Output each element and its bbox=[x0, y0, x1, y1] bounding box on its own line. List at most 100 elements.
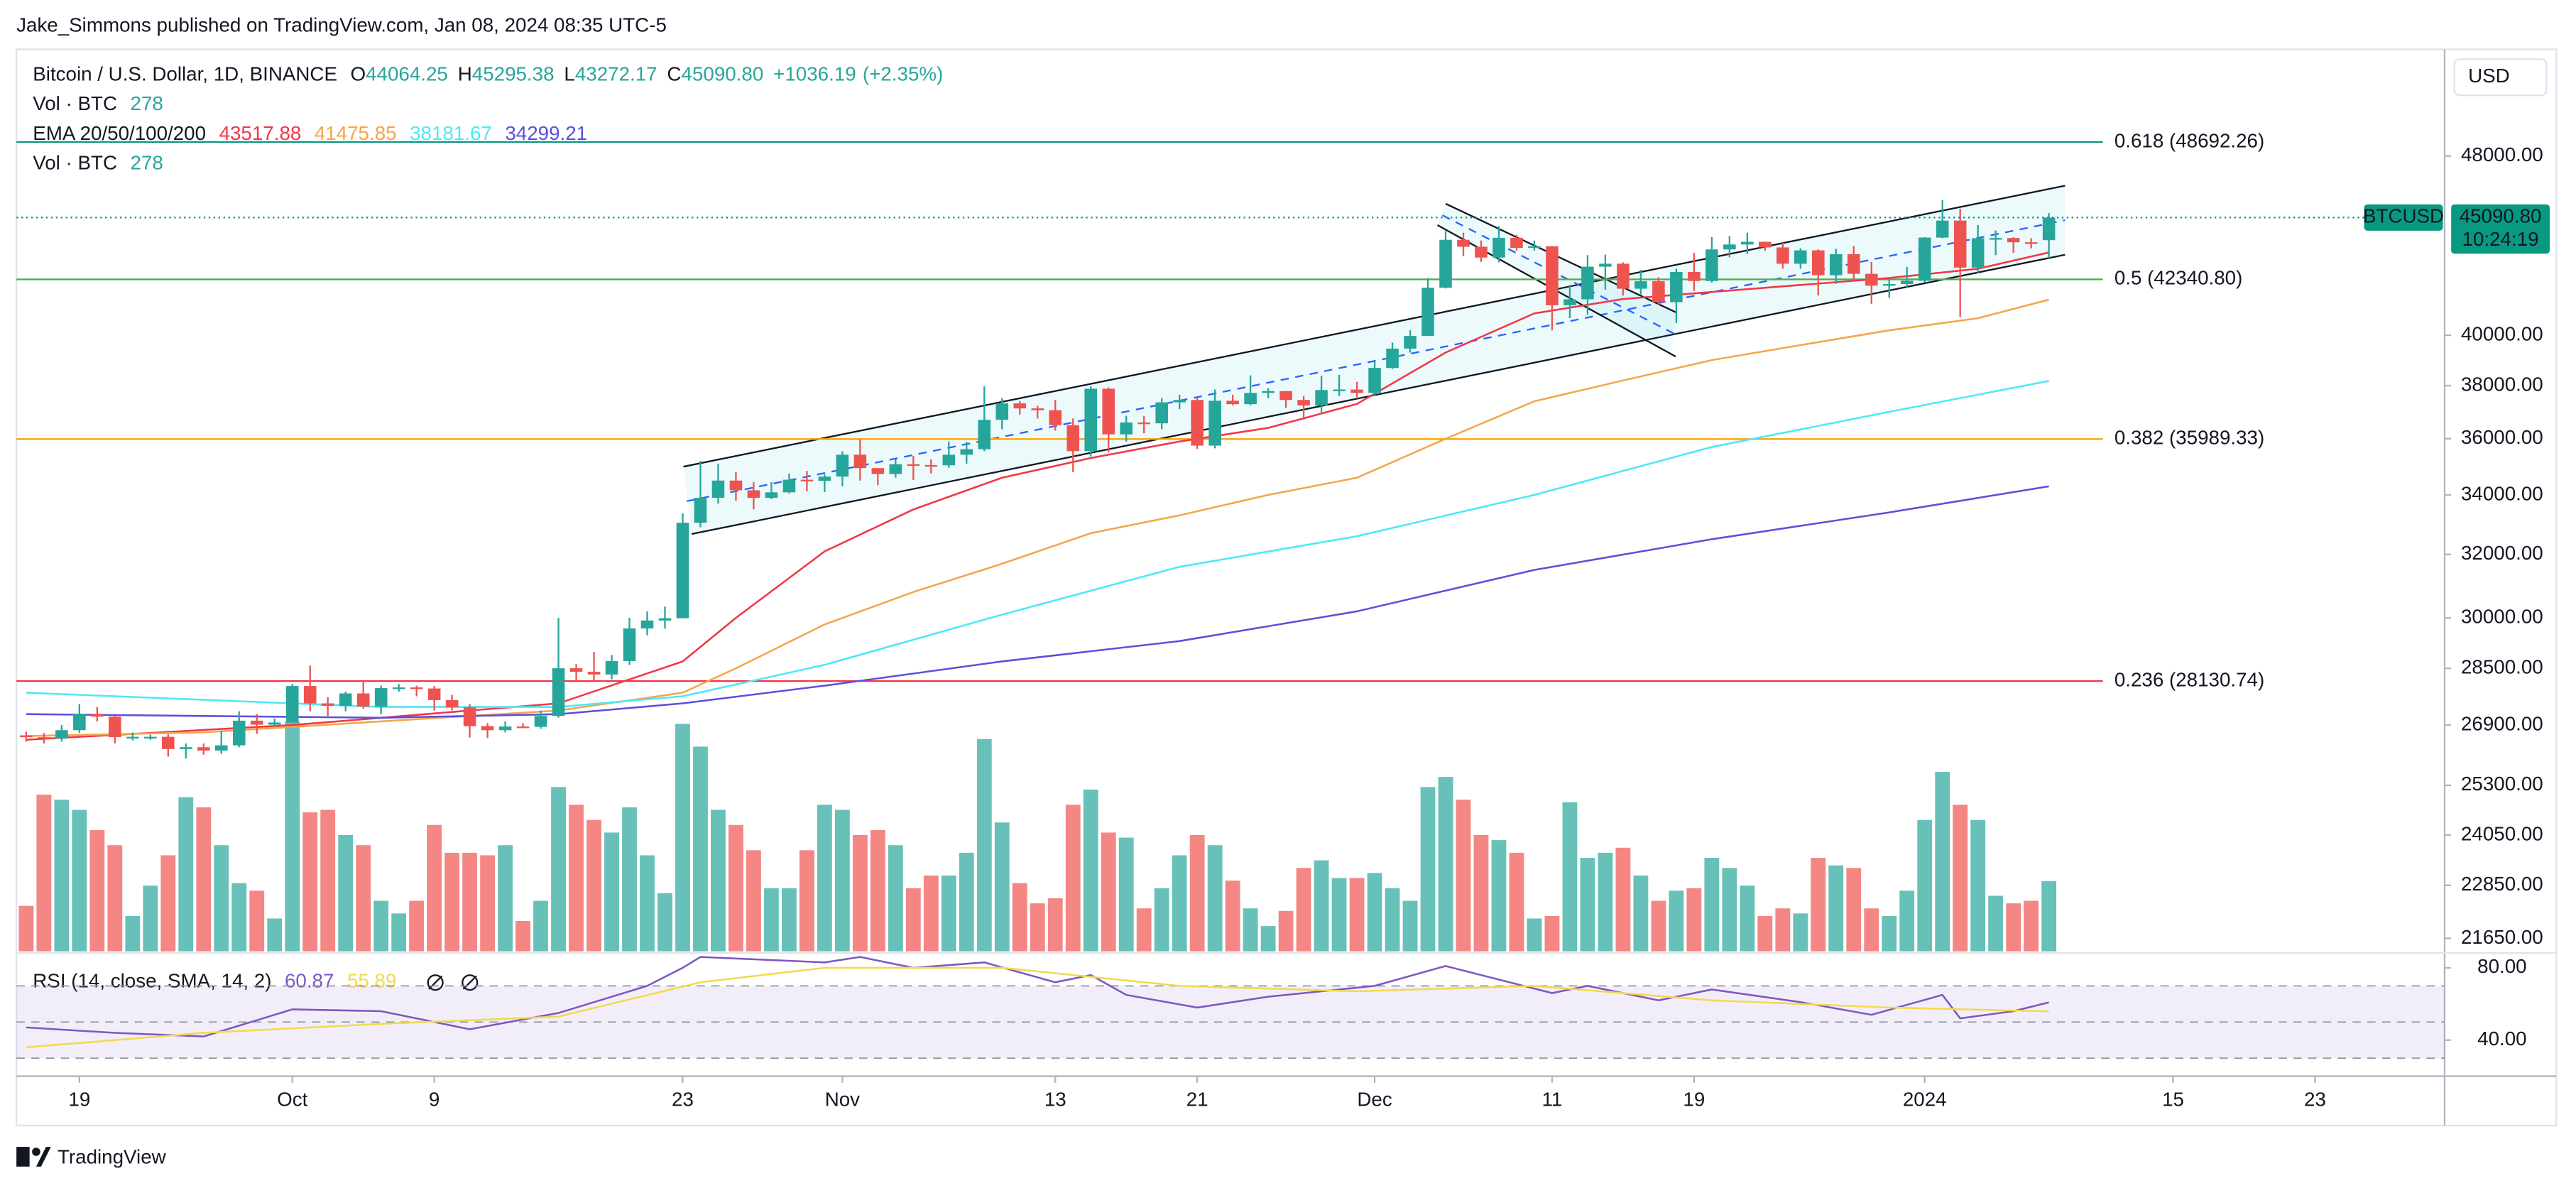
candle-body bbox=[1546, 246, 1559, 305]
y-tick-label: 22850.00 bbox=[2461, 873, 2543, 895]
volume-bar bbox=[515, 921, 530, 952]
y-tick-label: 32000.00 bbox=[2461, 542, 2543, 564]
ohlc-key: C bbox=[667, 63, 681, 85]
icon bbox=[462, 974, 479, 991]
ohlc-value: 45295.38 bbox=[472, 63, 555, 85]
candle-body bbox=[552, 668, 565, 716]
publisher-line: Jake_Simmons published on TradingView.co… bbox=[16, 13, 667, 36]
rsi-title: RSI (14, close, SMA, 14, 2) bbox=[33, 970, 271, 992]
candle-body bbox=[197, 747, 210, 751]
volume-bar bbox=[498, 845, 513, 952]
candle-body bbox=[1829, 254, 1843, 276]
candle-body bbox=[2042, 217, 2056, 241]
candle-body bbox=[818, 476, 831, 481]
change: +1036.19 bbox=[773, 63, 856, 85]
channel-upper bbox=[683, 185, 2065, 468]
volume-bar bbox=[1456, 800, 1471, 952]
ohlc-key: O bbox=[351, 63, 366, 85]
volume-last: 278 bbox=[131, 152, 163, 174]
volume-bar bbox=[1491, 840, 1507, 952]
rsi-value: 60.87 bbox=[285, 970, 334, 992]
candle-body bbox=[1315, 390, 1328, 406]
footer-brand: TradingView bbox=[58, 1146, 167, 1168]
x-tick-label: 11 bbox=[1542, 1089, 1563, 1111]
candle-body bbox=[144, 736, 157, 739]
volume-bar bbox=[1953, 805, 1968, 952]
candle-body bbox=[1528, 246, 1541, 249]
logo-part bbox=[36, 1147, 51, 1167]
candle-body bbox=[1244, 393, 1257, 405]
volume-bar bbox=[1047, 898, 1063, 952]
candle-body bbox=[640, 620, 654, 628]
volume-bar bbox=[622, 807, 637, 952]
volume-bar bbox=[1882, 915, 1897, 952]
y-tick-label: 26900.00 bbox=[2461, 712, 2543, 734]
ema-line bbox=[26, 485, 2049, 719]
candle-body bbox=[427, 688, 441, 701]
volume-bar bbox=[143, 885, 158, 952]
volume-bar bbox=[888, 845, 903, 952]
channel-lower bbox=[691, 254, 2065, 535]
volume-bar bbox=[923, 875, 939, 952]
candle-body bbox=[1031, 408, 1044, 410]
volume-bar bbox=[1260, 926, 1276, 952]
volume-bar bbox=[782, 888, 797, 952]
volume-bar bbox=[1669, 890, 1684, 952]
y-tick-label: 25300.00 bbox=[2461, 773, 2543, 795]
volume-bar bbox=[409, 900, 425, 952]
volume-bar bbox=[959, 852, 974, 952]
volume-bar bbox=[675, 724, 690, 952]
volume-bar bbox=[817, 805, 832, 952]
volume-bar bbox=[2041, 881, 2057, 952]
volume-bar bbox=[1970, 819, 1986, 952]
volume-bar bbox=[1740, 885, 1755, 952]
volume-bar bbox=[1402, 900, 1418, 952]
candle-body bbox=[356, 693, 370, 707]
volume-bar bbox=[586, 819, 601, 952]
candle-body bbox=[605, 660, 618, 675]
ohlc-value: 44064.25 bbox=[366, 63, 448, 85]
volume-bar bbox=[1864, 908, 1879, 952]
candle-body bbox=[463, 707, 476, 726]
candle-body bbox=[1386, 348, 1399, 369]
logo-part bbox=[16, 1147, 30, 1167]
ema-value: 43517.88 bbox=[219, 122, 302, 144]
volume-bar bbox=[1349, 878, 1365, 952]
volume-bar bbox=[1030, 903, 1045, 952]
volume-bar bbox=[1172, 855, 1187, 952]
rsi-line bbox=[26, 966, 2049, 1049]
candle-body bbox=[2024, 242, 2038, 244]
currency-box[interactable] bbox=[2453, 58, 2548, 97]
candle-body bbox=[995, 403, 1009, 420]
rsi-tick-label: 80.00 bbox=[2477, 955, 2526, 977]
volume-bar bbox=[1562, 802, 1578, 952]
volume-bar bbox=[338, 835, 354, 952]
candle-body bbox=[942, 454, 956, 466]
icon bbox=[427, 974, 444, 991]
x-tick-label: 23 bbox=[2304, 1089, 2326, 1111]
volume-bar bbox=[1243, 908, 1258, 952]
y-tick-label: 38000.00 bbox=[2461, 373, 2543, 395]
volume-bar bbox=[1083, 789, 1098, 952]
candle-body bbox=[1208, 400, 1221, 446]
candle-body bbox=[747, 490, 760, 498]
candle-body bbox=[1439, 239, 1452, 288]
x-tick-label: 13 bbox=[1044, 1089, 1066, 1111]
volume-bar bbox=[1065, 805, 1081, 952]
candle-body bbox=[1333, 389, 1346, 391]
volume-bar bbox=[1331, 878, 1347, 952]
volume-name: Vol · BTC bbox=[33, 152, 117, 174]
volume-bar bbox=[2024, 900, 2039, 952]
candle-body bbox=[91, 714, 104, 717]
volume-bar bbox=[693, 746, 708, 952]
x-tick-label: 19 bbox=[1683, 1089, 1705, 1111]
volume-bar bbox=[1580, 858, 1595, 952]
candle-body bbox=[109, 716, 121, 738]
candle-body bbox=[1084, 388, 1098, 452]
x-tick-label: 21 bbox=[1186, 1089, 1208, 1111]
candle-body bbox=[782, 479, 796, 493]
logo-part bbox=[32, 1148, 40, 1156]
candle-body bbox=[1652, 281, 1665, 303]
ema-line bbox=[26, 298, 2049, 737]
